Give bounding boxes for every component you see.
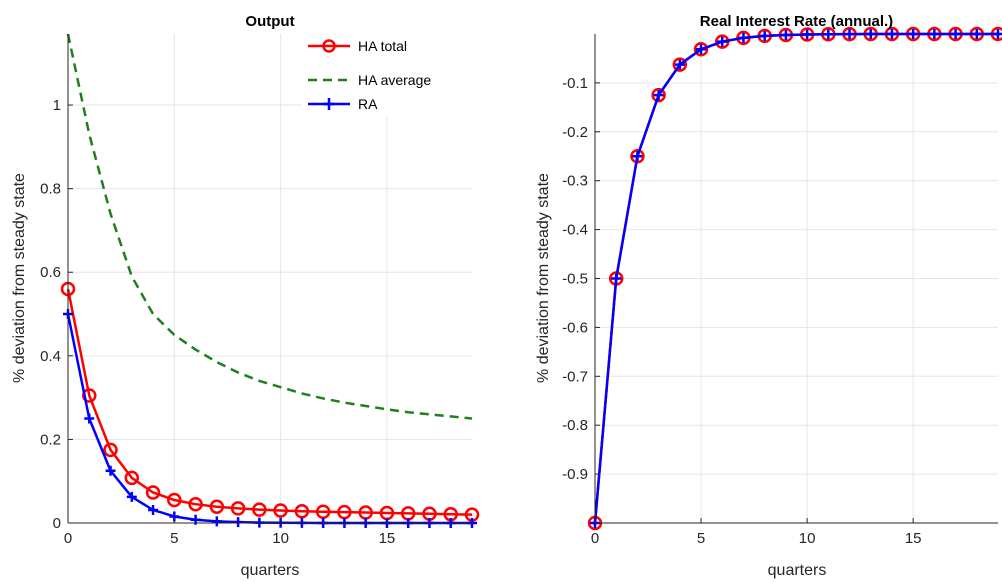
output-y-tick-label-0: 0 — [53, 515, 61, 532]
output-point-ha-total-10 — [273, 503, 288, 518]
interest-rate-y-tick-label-0-8: -0.8 — [562, 417, 588, 434]
interest-rate-point-ra-13 — [865, 29, 876, 40]
interest-rate-point-ra-16 — [929, 29, 940, 39]
legend-label-ra: RA — [358, 96, 378, 112]
output-series-line-ha-average — [66, 33, 473, 420]
interest-rate-point-ra-7 — [738, 32, 749, 43]
interest-rate-y-tick-label-0-6: -0.6 — [562, 319, 588, 336]
interest-rate-point-ra-6 — [717, 36, 728, 47]
interest-rate-point-ra-10 — [802, 29, 813, 40]
output-point-ha-total-12 — [315, 504, 331, 519]
output-x-axis-label: quarters — [241, 562, 300, 579]
legend-entry-ha-average: HA average — [308, 72, 431, 88]
interest-rate-point-ha-total-4 — [672, 57, 688, 72]
legend-marker-ra — [323, 98, 335, 110]
output-y-tick-label-0-8: 0.8 — [40, 181, 61, 198]
legend-entry-ha-total: HA total — [308, 38, 407, 54]
output-point-ra-8 — [233, 517, 244, 528]
interest-rate-point-ra-19 — [993, 29, 1002, 39]
interest-rate-y-tick-label-0-1: -0.1 — [562, 75, 588, 92]
output-point-ha-total-3 — [124, 470, 140, 486]
interest-rate-point-ra-4 — [674, 59, 685, 70]
output-axes: 0 5 10 15 0 0.2 0.4 0.6 0.8 1 — [40, 34, 472, 547]
interest-rate-point-ra-15 — [908, 29, 919, 39]
output-x-tick-label-0: 0 — [64, 530, 72, 547]
interest-rate-point-ra-18 — [971, 29, 982, 39]
legend-label-ha-average: HA average — [358, 72, 431, 88]
output-point-ha-total-7 — [209, 499, 225, 514]
output-series-line-ha-total — [66, 288, 473, 516]
interest-rate-x-tick-label-15: 15 — [905, 530, 922, 547]
output-y-axis-label: % deviation from steady state — [11, 173, 28, 383]
output-x-tick-label-15: 15 — [379, 530, 396, 547]
interest-rate-point-ra-14 — [886, 29, 897, 39]
output-point-ha-total-1 — [82, 388, 97, 403]
output-y-tick-label-1: 1 — [53, 97, 61, 114]
interest-rate-point-ra-11 — [823, 29, 834, 40]
interest-rate-point-ra-5 — [696, 44, 707, 55]
interest-rate-series — [587, 26, 1002, 531]
output-point-ra-1 — [84, 413, 95, 424]
interest-rate-y-axis-label: % deviation from steady state — [535, 173, 552, 383]
interest-rate-y-tick-label-0-5: -0.5 — [562, 271, 588, 288]
interest-rate-x-tick-label-0: 0 — [591, 530, 599, 547]
interest-rate-title: Real Interest Rate (annual.) — [700, 13, 893, 30]
output-point-ra-2 — [105, 465, 116, 476]
output-legend: HA total HA average RA — [302, 32, 472, 116]
interest-rate-point-ra-17 — [950, 29, 961, 39]
interest-rate-y-tick-label-0-7: -0.7 — [562, 368, 588, 385]
interest-rate-point-ra-3 — [653, 90, 664, 101]
legend-label-ha-total: HA total — [358, 38, 407, 54]
output-point-ha-total-2 — [103, 442, 118, 458]
output-point-ha-total-8 — [230, 501, 246, 516]
interest-rate-point-ra-8 — [759, 30, 770, 41]
interest-rate-x-tick-label-10: 10 — [799, 530, 816, 547]
interest-rate-point-ha-total-5 — [693, 42, 709, 57]
output-point-ha-total-9 — [252, 502, 267, 517]
interest-rate-panel: 0 5 10 15 -0.9 -0.8 -0.7 -0.6 -0.5 -0.4 -0.3 -0.2 -0… — [535, 13, 1002, 579]
output-panel: 0 5 10 15 0 0.2 0.4 0.6 0.8 1 Output quarters % d… — [11, 13, 480, 579]
output-title: Output — [245, 13, 294, 30]
output-point-ha-total-5 — [167, 492, 182, 508]
interest-rate-point-ha-total-3 — [651, 87, 666, 103]
legend-entry-ra: RA — [308, 96, 378, 112]
interest-rate-y-tick-label-0-2: -0.2 — [562, 124, 588, 141]
output-point-ra-3 — [126, 491, 137, 502]
interest-rate-point-ra-9 — [780, 29, 791, 40]
legend-marker-ha-total — [322, 39, 336, 53]
output-point-ra-4 — [148, 504, 159, 515]
output-y-tick-label-0-4: 0.4 — [40, 348, 61, 365]
interest-rate-point-ra-2 — [632, 151, 643, 162]
output-point-ha-total-11 — [294, 504, 310, 519]
output-point-ha-total-6 — [188, 496, 203, 512]
output-point-ha-total-4 — [145, 485, 161, 500]
interest-rate-point-ra-12 — [844, 29, 855, 40]
interest-rate-y-tick-label-0-3: -0.3 — [562, 173, 588, 190]
interest-rate-axes: 0 5 10 15 -0.9 -0.8 -0.7 -0.6 -0.5 -0.4 -0.3 -0.2 -0… — [562, 34, 998, 547]
output-y-tick-label-0-2: 0.2 — [40, 431, 61, 448]
interest-rate-x-tick-label-5: 5 — [697, 530, 705, 547]
interest-rate-y-tick-label-0-9: -0.9 — [562, 466, 588, 483]
interest-rate-x-axis-label: quarters — [768, 562, 827, 579]
output-x-tick-label-10: 10 — [272, 530, 289, 547]
output-y-tick-label-0-6: 0.6 — [40, 264, 61, 281]
output-x-tick-label-5: 5 — [170, 530, 178, 547]
interest-rate-y-tick-label-0-4: -0.4 — [562, 222, 588, 239]
interest-rate-point-ra-1 — [611, 273, 622, 284]
output-point-ra-7 — [211, 516, 222, 527]
interest-rate-grid — [594, 34, 998, 523]
